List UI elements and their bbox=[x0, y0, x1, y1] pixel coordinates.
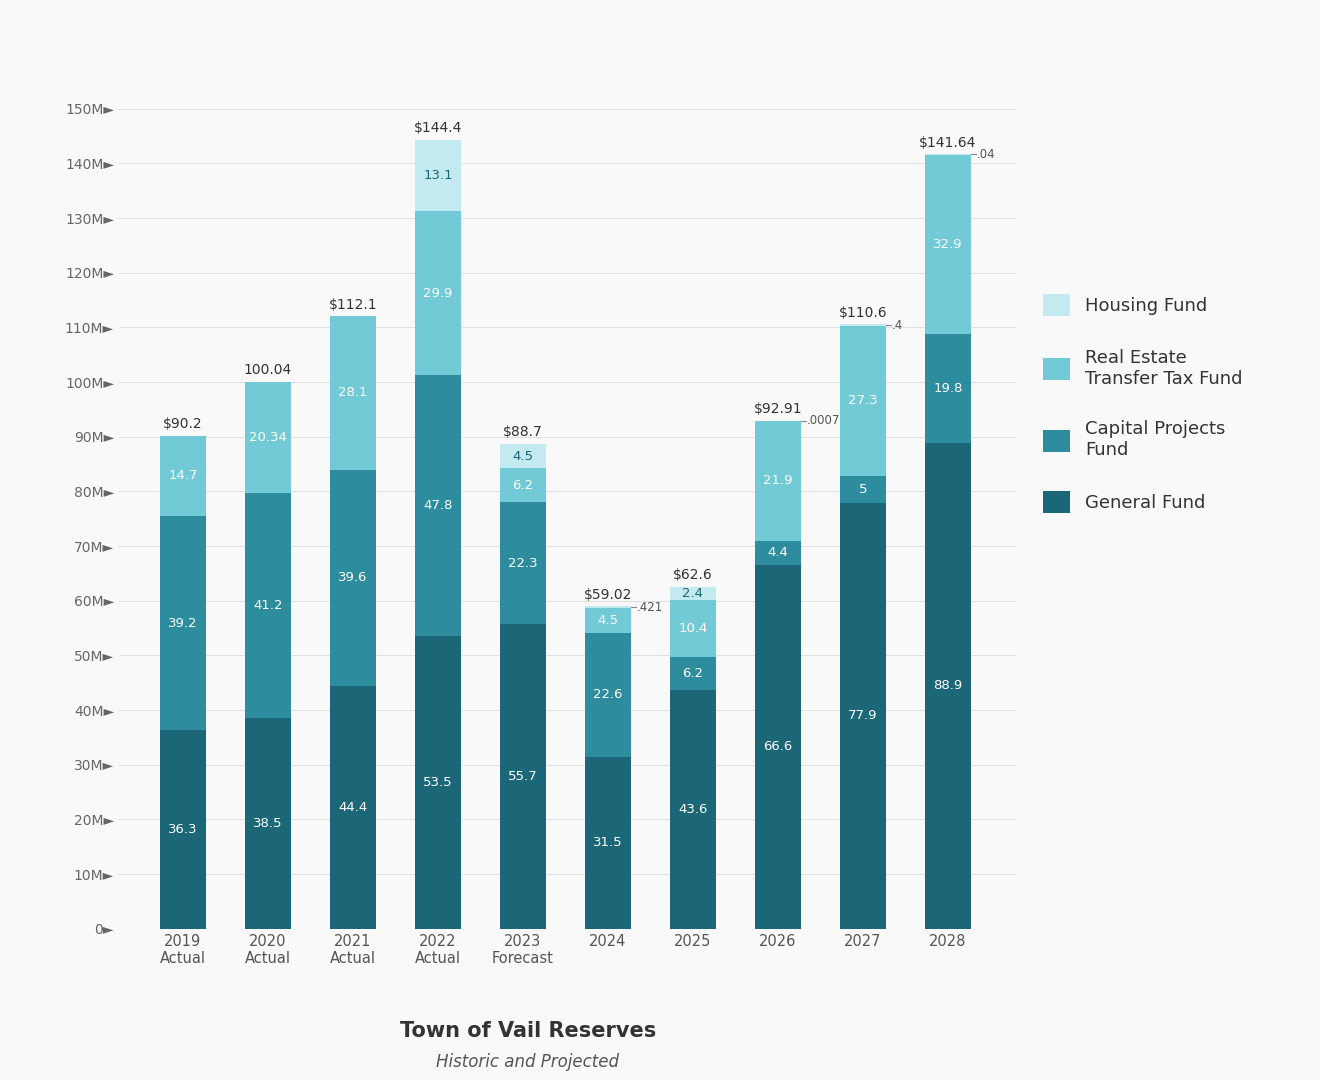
Text: 28.1: 28.1 bbox=[338, 387, 368, 400]
Text: 27.3: 27.3 bbox=[849, 394, 878, 407]
Bar bbox=[669, 690, 717, 929]
Text: .4: .4 bbox=[891, 319, 903, 332]
Text: 55.7: 55.7 bbox=[508, 770, 537, 783]
Bar bbox=[924, 443, 972, 929]
Text: 6.2: 6.2 bbox=[682, 667, 704, 680]
Text: 22.6: 22.6 bbox=[593, 688, 623, 701]
Text: 2.4: 2.4 bbox=[682, 586, 704, 599]
Text: $62.6: $62.6 bbox=[673, 568, 713, 582]
Text: $90.2: $90.2 bbox=[164, 417, 203, 431]
Text: 5: 5 bbox=[859, 483, 867, 496]
Text: $141.64: $141.64 bbox=[919, 136, 977, 150]
Bar bbox=[414, 212, 462, 375]
Bar bbox=[840, 324, 886, 326]
Text: 22.3: 22.3 bbox=[508, 557, 537, 570]
Bar bbox=[414, 636, 462, 929]
Text: 39.2: 39.2 bbox=[168, 617, 198, 630]
Bar bbox=[669, 657, 717, 690]
Text: 53.5: 53.5 bbox=[424, 777, 453, 789]
Text: $110.6: $110.6 bbox=[838, 306, 887, 320]
Bar bbox=[330, 470, 376, 686]
Text: 19.8: 19.8 bbox=[933, 382, 962, 395]
Bar bbox=[244, 382, 292, 494]
Bar bbox=[755, 541, 801, 565]
Bar bbox=[585, 608, 631, 633]
Bar bbox=[585, 757, 631, 929]
Text: Town of Vail Reserves: Town of Vail Reserves bbox=[400, 1021, 656, 1041]
Bar bbox=[840, 326, 886, 475]
Text: 36.3: 36.3 bbox=[168, 823, 198, 836]
Text: $59.02: $59.02 bbox=[583, 588, 632, 602]
Bar bbox=[755, 421, 801, 541]
Text: 32.9: 32.9 bbox=[933, 238, 962, 251]
Text: $144.4: $144.4 bbox=[413, 121, 462, 135]
Bar bbox=[499, 502, 546, 624]
Text: 21.9: 21.9 bbox=[763, 474, 793, 487]
Text: 6.2: 6.2 bbox=[512, 478, 533, 491]
Text: 13.1: 13.1 bbox=[424, 170, 453, 183]
Bar bbox=[414, 375, 462, 636]
Bar bbox=[585, 606, 631, 608]
Legend: Housing Fund, Real Estate
Transfer Tax Fund, Capital Projects
Fund, General Fund: Housing Fund, Real Estate Transfer Tax F… bbox=[1043, 295, 1242, 513]
Bar bbox=[499, 624, 546, 929]
Bar bbox=[840, 475, 886, 503]
Bar bbox=[160, 516, 206, 730]
Bar bbox=[499, 469, 546, 502]
Text: .04: .04 bbox=[977, 148, 995, 161]
Text: 4.5: 4.5 bbox=[512, 449, 533, 462]
Text: 20.34: 20.34 bbox=[249, 431, 286, 444]
Text: .421: .421 bbox=[636, 600, 663, 613]
Text: 88.9: 88.9 bbox=[933, 679, 962, 692]
Text: 4.5: 4.5 bbox=[598, 615, 619, 627]
Text: 41.2: 41.2 bbox=[253, 599, 282, 612]
Bar bbox=[330, 686, 376, 929]
Bar bbox=[755, 565, 801, 929]
Text: $92.91: $92.91 bbox=[754, 403, 803, 417]
Text: 44.4: 44.4 bbox=[338, 801, 367, 814]
Text: 10.4: 10.4 bbox=[678, 622, 708, 635]
Bar bbox=[160, 730, 206, 929]
Text: 39.6: 39.6 bbox=[338, 571, 368, 584]
Bar bbox=[160, 435, 206, 516]
Bar bbox=[924, 154, 972, 335]
Text: $112.1: $112.1 bbox=[329, 297, 378, 311]
Bar bbox=[414, 139, 462, 212]
Text: 29.9: 29.9 bbox=[424, 286, 453, 300]
Bar bbox=[585, 633, 631, 757]
Bar bbox=[840, 503, 886, 929]
Text: 66.6: 66.6 bbox=[763, 740, 792, 753]
Text: 4.4: 4.4 bbox=[767, 546, 788, 559]
Bar bbox=[669, 586, 717, 599]
Bar bbox=[669, 599, 717, 657]
Text: 31.5: 31.5 bbox=[593, 836, 623, 849]
Bar bbox=[924, 335, 972, 443]
Text: 47.8: 47.8 bbox=[424, 499, 453, 512]
Text: 77.9: 77.9 bbox=[849, 710, 878, 723]
Bar bbox=[499, 444, 546, 469]
Text: .0007: .0007 bbox=[807, 415, 840, 428]
Bar bbox=[330, 315, 376, 470]
Bar bbox=[244, 494, 292, 718]
Text: $88.7: $88.7 bbox=[503, 426, 543, 440]
Text: 38.5: 38.5 bbox=[253, 818, 282, 831]
Text: 14.7: 14.7 bbox=[168, 470, 198, 483]
Text: Historic and Projected: Historic and Projected bbox=[437, 1053, 619, 1071]
Bar bbox=[244, 718, 292, 929]
Text: 100.04: 100.04 bbox=[244, 364, 292, 377]
Text: 43.6: 43.6 bbox=[678, 804, 708, 816]
